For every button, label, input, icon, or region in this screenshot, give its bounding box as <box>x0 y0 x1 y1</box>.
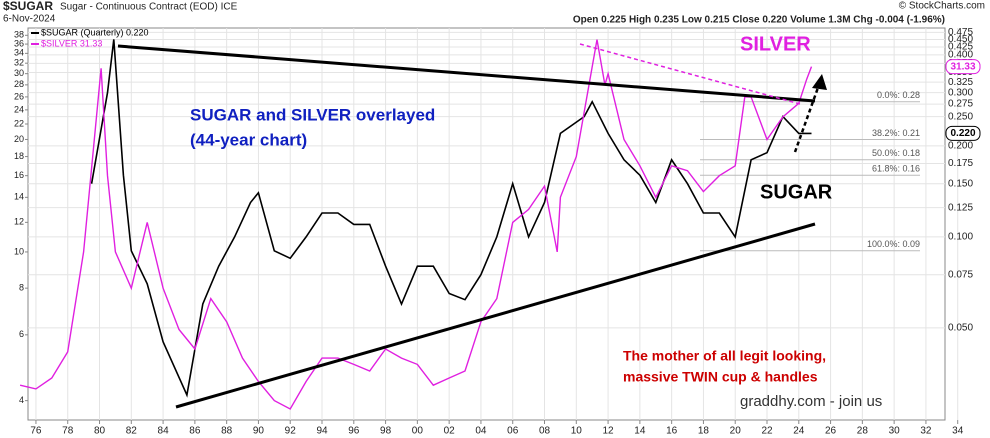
legend-entry: $SILVER 31.33 <box>41 38 102 48</box>
y2-tick-label: 0.300 <box>948 87 973 98</box>
y2-tick-label: 0.175 <box>948 158 973 169</box>
x-tick-label: 22 <box>761 426 773 437</box>
x-tick-label: 24 <box>793 426 805 437</box>
fib-label: 50.0%: 0.18 <box>872 148 920 158</box>
x-tick-label: 88 <box>221 426 233 437</box>
y2-tick-label: 0.050 <box>948 323 973 334</box>
y2-tick-label: 0.150 <box>948 178 973 189</box>
annotation: graddhy.com - join us <box>740 393 882 410</box>
y2-tick-label: 0.250 <box>948 111 973 122</box>
x-tick-label: 76 <box>30 426 42 437</box>
x-tick-label: 92 <box>285 426 297 437</box>
plot-frame <box>27 27 946 421</box>
x-tick-label: 34 <box>952 426 964 437</box>
y2-tick-label: 0.475 <box>948 27 973 38</box>
annotation: The mother of all legit looking, <box>623 348 826 364</box>
series-line <box>90 39 812 398</box>
annotation: SILVER <box>740 33 811 55</box>
y-tick-label: 16 <box>14 170 24 180</box>
x-tick-label: 86 <box>189 426 201 437</box>
last-value-label: 0.220 <box>950 128 975 139</box>
annotation: SUGAR and SILVER overlayed <box>190 105 435 124</box>
y2-tick-label: 0.425 <box>948 42 973 53</box>
fib-label: 0.0%: 0.28 <box>877 90 920 100</box>
x-tick-label: 14 <box>634 426 646 437</box>
trend-line <box>117 44 816 103</box>
last-value-badge <box>945 125 981 141</box>
y2-tick-label: 0.100 <box>948 232 973 243</box>
y2-tick-label: 0.450 <box>948 34 973 45</box>
x-tick-label: 18 <box>698 426 710 437</box>
y-tick-label: 6 <box>19 329 24 339</box>
series <box>19 39 813 410</box>
y-tick-label: 14 <box>14 192 24 202</box>
y2-tick-label: 0.125 <box>948 202 973 213</box>
fib-label: 38.2%: 0.21 <box>872 128 920 138</box>
x-tick-label: 94 <box>316 426 328 437</box>
y-tick-label: 26 <box>14 91 24 101</box>
y-tick-label: 28 <box>14 79 24 89</box>
y-tick-label: 10 <box>14 246 24 256</box>
y-tick-label: 20 <box>14 134 24 144</box>
x-tick-label: 28 <box>857 426 869 437</box>
x-tick-label: 00 <box>412 426 424 437</box>
x-tick-label: 20 <box>730 426 742 437</box>
y2-tick-label: 0.200 <box>948 141 973 152</box>
annotation: SUGAR <box>760 181 833 203</box>
date: 6-Nov-2024 <box>3 14 56 25</box>
y2-tick-label: 0.400 <box>948 50 973 61</box>
y-tick-label: 38 <box>14 30 24 40</box>
last-value-badge <box>945 59 981 75</box>
y-tick-label: 22 <box>14 118 24 128</box>
x-tick-label: 32 <box>920 426 932 437</box>
y-tick-label: 24 <box>14 104 24 114</box>
x-tick-label: 96 <box>348 426 360 437</box>
x-tick-label: 90 <box>253 426 265 437</box>
x-tick-label: 84 <box>158 426 170 437</box>
x-tick-label: 02 <box>444 426 456 437</box>
annotation: massive TWIN cup & handles <box>623 369 818 385</box>
axes: 76 78 80 82 84 86 88 90 92 94 96 98 00 02 04 06 08 10 12 14… <box>14 27 981 437</box>
x-tick-label: 82 <box>126 426 138 437</box>
source: © StockCharts.com <box>899 1 985 12</box>
fib-levels: 0.0%: 0.28 38.2%: 0.21 50.0%: 0.18 61.8%: 0… <box>700 90 920 252</box>
x-tick-label: 08 <box>539 426 551 437</box>
x-tick-label: 26 <box>825 426 837 437</box>
y-tick-label: 30 <box>14 68 24 78</box>
y-tick-label: 18 <box>14 151 24 161</box>
x-tick-label: 06 <box>507 426 519 437</box>
x-tick-label: 16 <box>666 426 678 437</box>
y-tick-label: 34 <box>14 48 24 58</box>
trend-line <box>175 222 816 409</box>
y-tick-label: 36 <box>14 38 24 48</box>
silver-trend-line <box>579 43 801 105</box>
x-tick-label: 30 <box>889 426 901 437</box>
x-tick-label: 78 <box>62 426 74 437</box>
y-tick-label: 8 <box>19 283 24 293</box>
arrow-head <box>812 74 827 90</box>
y2-tick-label: 0.325 <box>948 77 973 88</box>
quote: Open 0.225 High 0.235 Low 0.215 Close 0.… <box>573 15 945 26</box>
x-tick-label: 80 <box>94 426 106 437</box>
x-tick-label: 12 <box>603 426 615 437</box>
y2-tick-label: 0.075 <box>948 269 973 280</box>
annotation: (44-year chart) <box>190 130 307 149</box>
y-tick-label: 32 <box>14 58 24 68</box>
fib-label: 100.0%: 0.09 <box>867 239 920 249</box>
y-tick-label: 12 <box>14 217 24 227</box>
symbol: $SUGAR <box>3 0 53 13</box>
x-tick-label: 10 <box>571 426 583 437</box>
x-tick-label: 04 <box>475 426 487 437</box>
series-line <box>19 39 813 410</box>
x-tick-label: 98 <box>380 426 392 437</box>
y2-tick-label: 0.275 <box>948 99 973 110</box>
fib-label: 61.8%: 0.16 <box>872 164 920 174</box>
grid <box>28 28 959 420</box>
y-tick-label: 4 <box>19 395 24 405</box>
legend-entry: $SUGAR (Quarterly) 0.220 <box>41 27 149 37</box>
last-value-label: 31.33 <box>950 61 975 72</box>
projection-arrow <box>793 81 822 153</box>
subtitle: Sugar - Continuous Contract (EOD) ICE <box>60 2 238 13</box>
